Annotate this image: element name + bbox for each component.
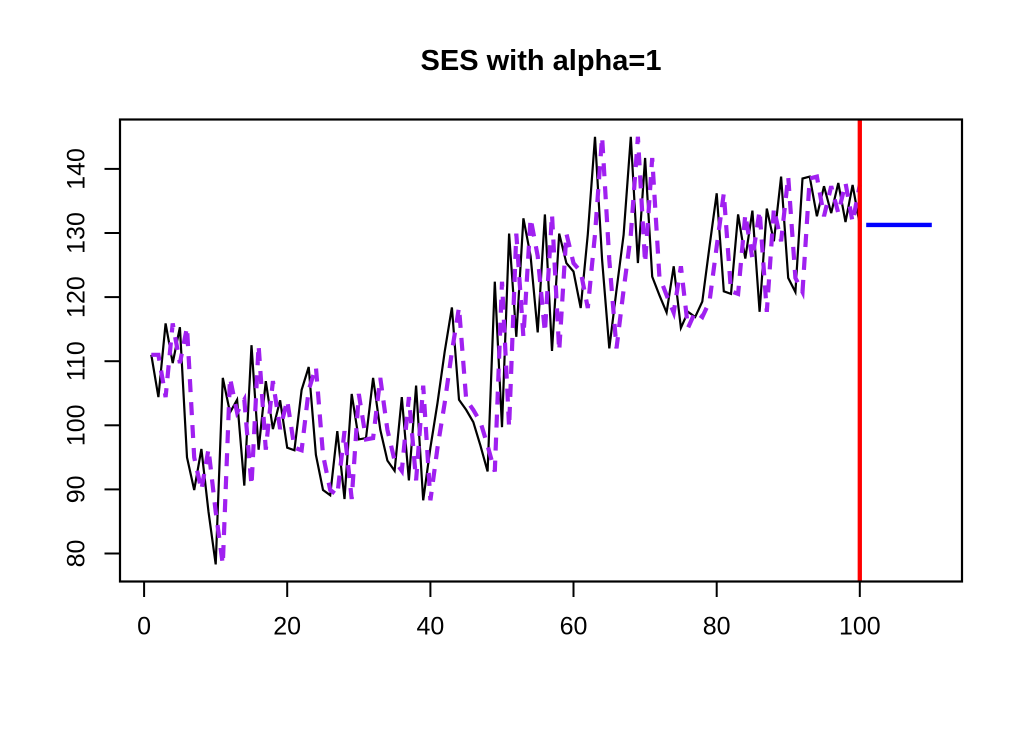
svg-text:90: 90 xyxy=(63,475,91,503)
svg-text:SES with alpha=1: SES with alpha=1 xyxy=(421,45,662,77)
svg-text:40: 40 xyxy=(416,613,444,641)
svg-text:130: 130 xyxy=(63,212,91,254)
svg-text:80: 80 xyxy=(63,540,91,568)
svg-text:100: 100 xyxy=(63,404,91,446)
svg-text:100: 100 xyxy=(839,613,881,641)
svg-text:80: 80 xyxy=(703,613,731,641)
svg-text:60: 60 xyxy=(560,613,588,641)
svg-text:0: 0 xyxy=(137,613,151,641)
svg-text:120: 120 xyxy=(63,276,91,318)
svg-text:140: 140 xyxy=(63,148,91,190)
svg-text:110: 110 xyxy=(63,341,91,381)
svg-text:20: 20 xyxy=(273,613,301,641)
